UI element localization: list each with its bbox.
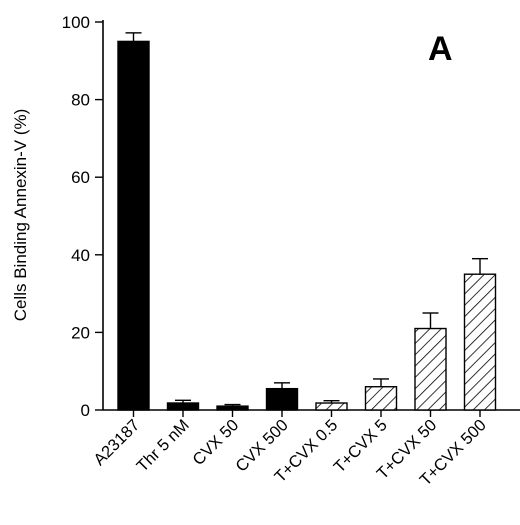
y-tick-label: 20 <box>71 323 90 342</box>
bar <box>414 327 447 411</box>
bar <box>315 402 348 411</box>
bar <box>166 402 200 411</box>
bar <box>265 387 299 411</box>
panel-label: A <box>428 30 453 68</box>
y-tick-label: 40 <box>71 246 90 265</box>
bar <box>364 386 398 411</box>
y-tick-label: 100 <box>62 13 90 32</box>
x-tick-label: Thr 5 nM <box>133 416 192 475</box>
y-axis-title: Cells Binding Annexin-V (%) <box>11 109 30 322</box>
y-tick-label: 80 <box>71 91 90 110</box>
y-tick-label: 60 <box>71 168 90 187</box>
bar <box>463 273 497 411</box>
bar <box>216 405 249 411</box>
bar <box>117 40 150 411</box>
y-tick-label: 0 <box>81 401 90 420</box>
